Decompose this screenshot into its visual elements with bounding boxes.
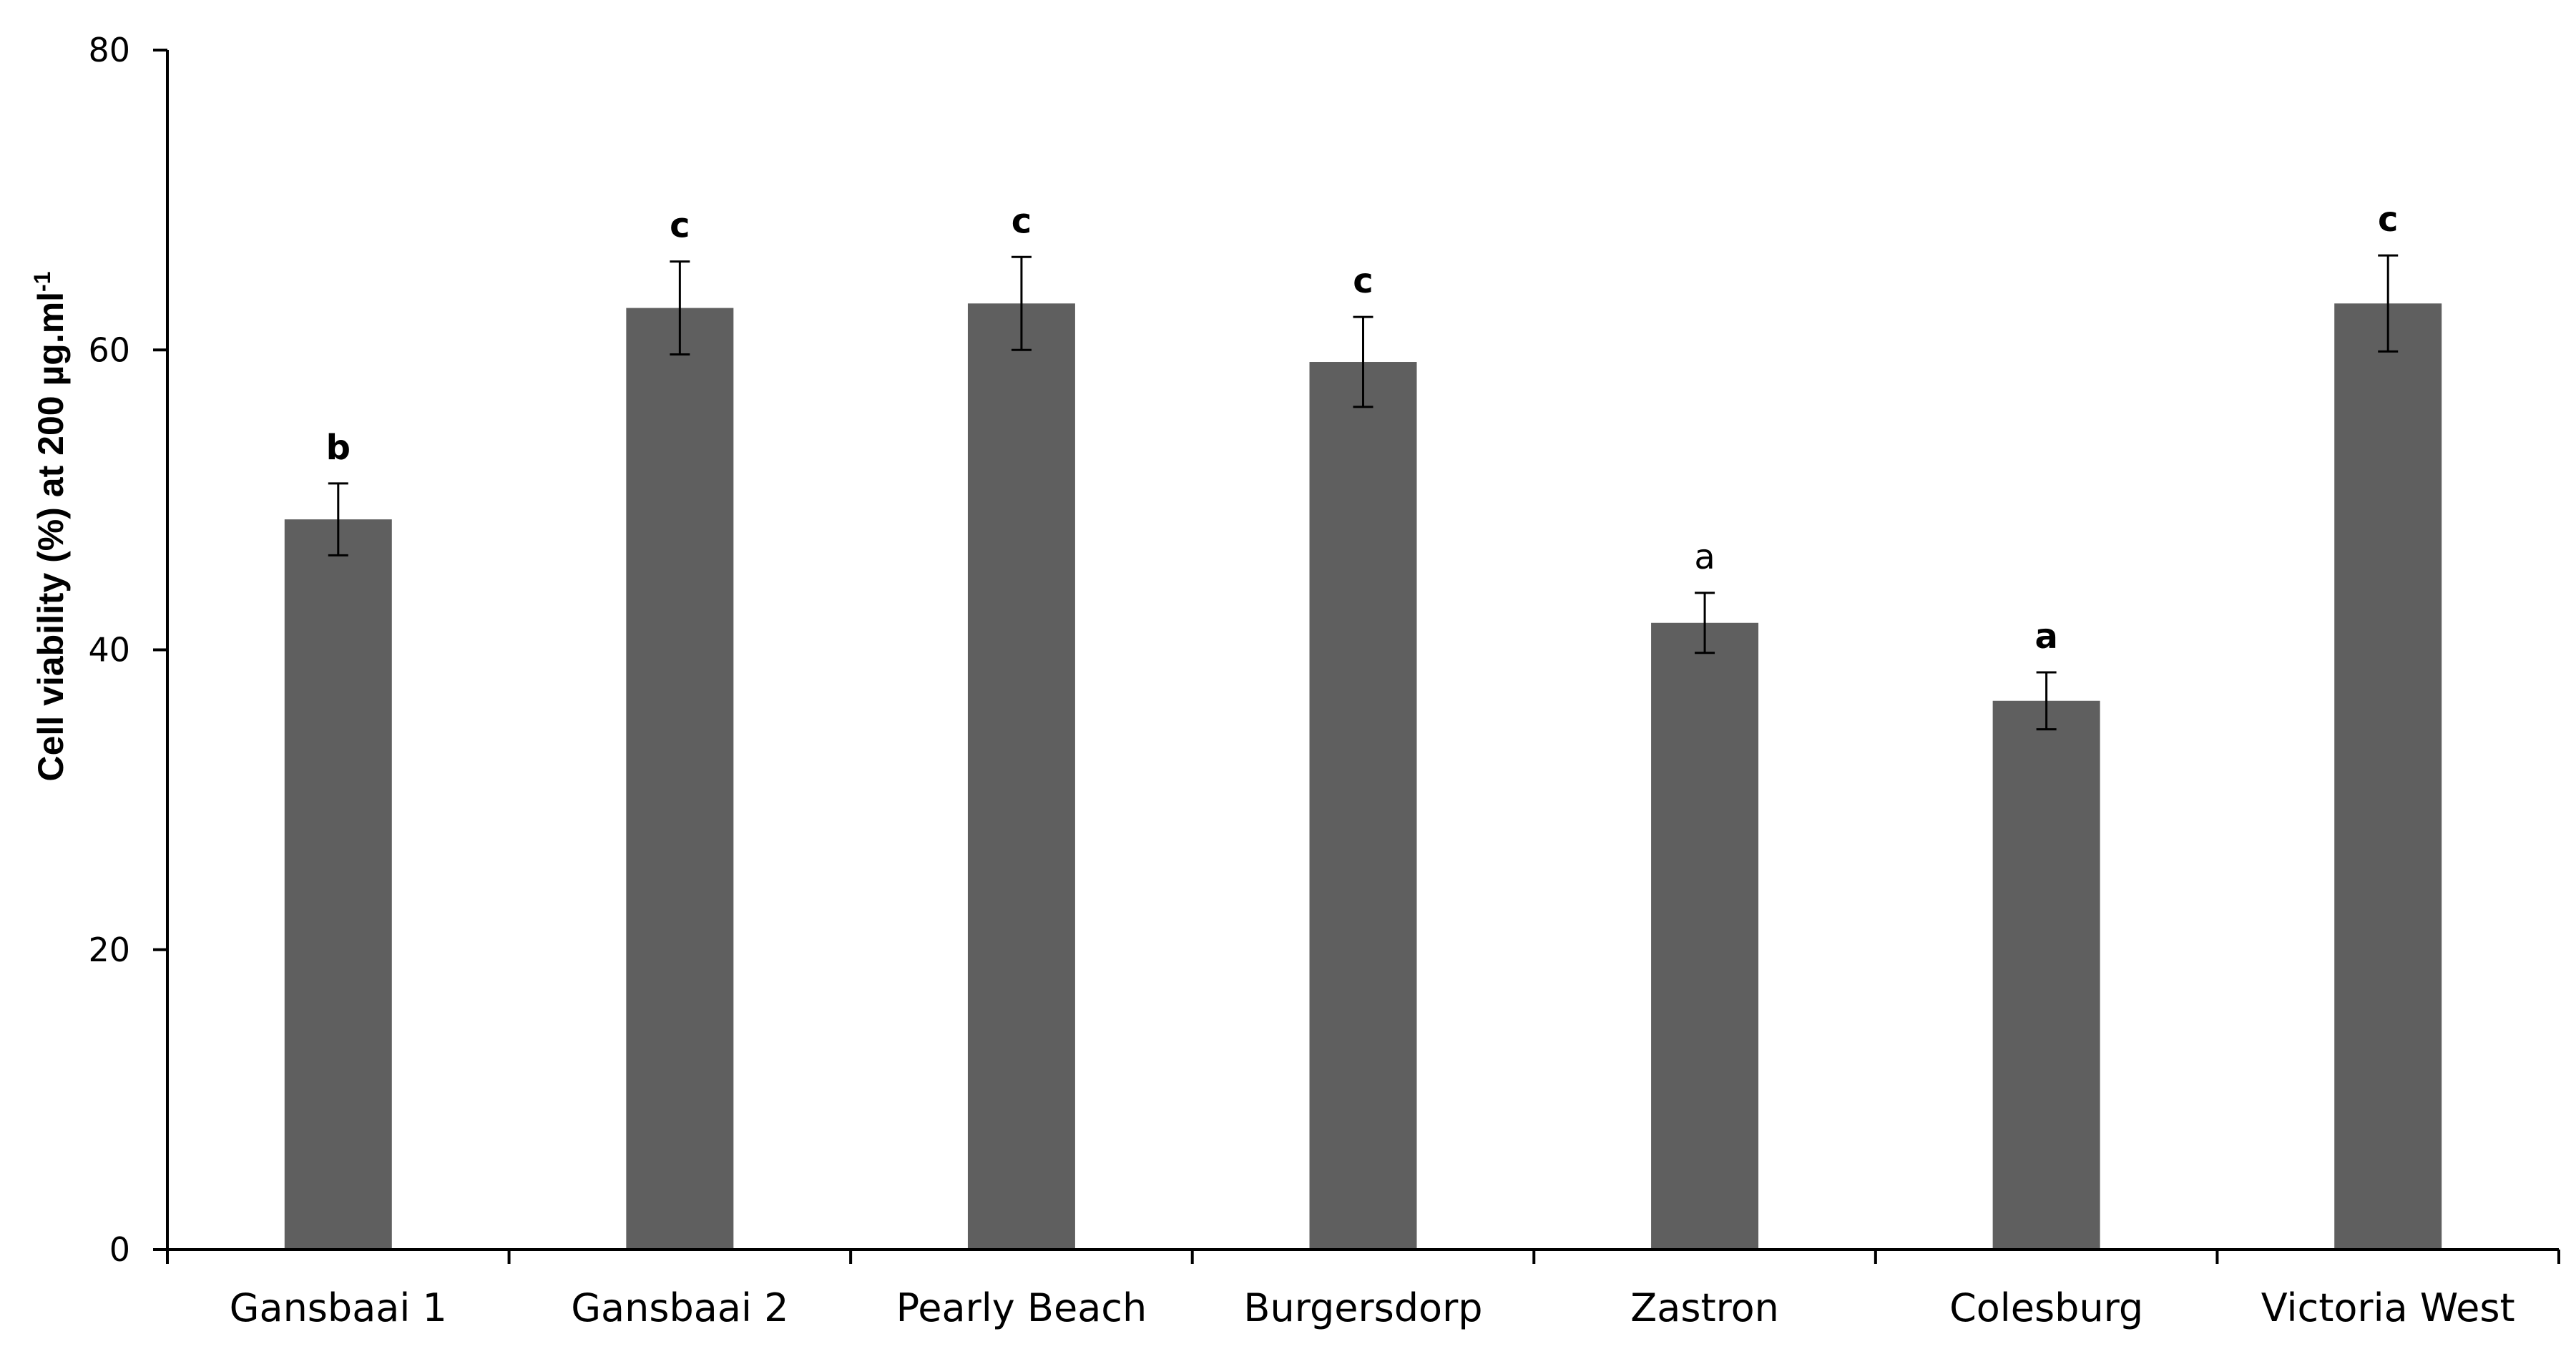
y-tick-label: 60 (88, 330, 130, 369)
significance-label: c (1012, 201, 1032, 241)
bar (284, 519, 392, 1250)
bar (2334, 303, 2442, 1250)
bar (967, 303, 1075, 1250)
x-category-label: Colesburg (1949, 1285, 2143, 1330)
significance-label: a (1694, 537, 1715, 577)
y-tick-label: 20 (88, 931, 130, 969)
y-tick-label: 40 (88, 631, 130, 669)
bar (1992, 700, 2100, 1250)
y-ticks-layer: 0 20 40 60 80 (88, 31, 167, 1269)
significance-label: c (670, 206, 690, 246)
significance-label: a (2034, 617, 2057, 657)
x-category-label: Gansbaai 2 (571, 1285, 788, 1330)
x-ticks-layer: Gansbaai 1 Gansbaai 2 Pearly Beach Burgersd… (166, 1250, 2560, 1330)
bar (626, 308, 734, 1250)
y-axis-title: Cell viability (%) at 200 µg.ml-1 (29, 271, 71, 781)
x-category-label: Gansbaai 1 (230, 1285, 447, 1330)
significance-labels-layer: b c c c a a c (326, 200, 2399, 657)
x-category-label: Pearly Beach (896, 1285, 1147, 1330)
error-bars-layer (328, 254, 2399, 731)
x-category-label: Zastron (1630, 1285, 1779, 1330)
y-tick-label: 80 (88, 31, 130, 69)
x-category-label: Burgersdorp (1243, 1285, 1482, 1330)
y-tick-label: 0 (109, 1230, 130, 1269)
bars-layer (284, 303, 2442, 1250)
significance-label: c (2378, 200, 2398, 240)
bar (1309, 362, 1417, 1250)
x-category-label: Victoria West (2261, 1285, 2515, 1330)
bar (1651, 622, 1759, 1250)
significance-label: b (326, 428, 351, 468)
significance-label: c (1353, 261, 1373, 301)
